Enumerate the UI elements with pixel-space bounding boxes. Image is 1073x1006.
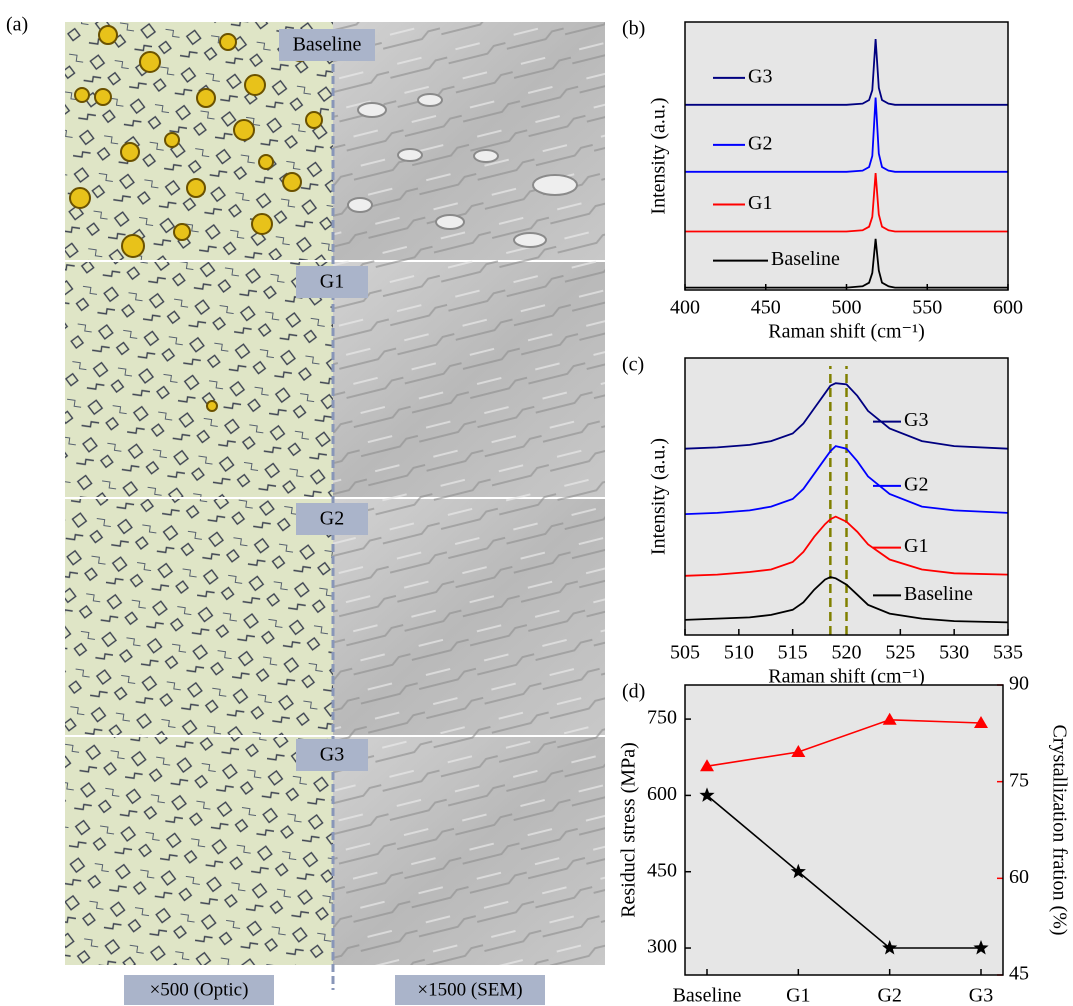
- x-tick-label: 500: [832, 297, 862, 319]
- panel-label: (b): [622, 18, 645, 40]
- optic-image: [65, 737, 333, 965]
- sem-texture: [333, 22, 605, 965]
- series-line: [706, 794, 981, 949]
- row-label: Baseline: [293, 34, 362, 56]
- x-tick-label: 510: [724, 642, 754, 664]
- x-tick-label: G3: [969, 985, 993, 1006]
- x-tick-label: 530: [939, 642, 969, 664]
- optic-image: [65, 262, 333, 497]
- x-tick-label: 550: [912, 297, 942, 319]
- y-tick-label: 750: [647, 707, 677, 729]
- marker-star: [790, 863, 806, 879]
- optic-image: [65, 499, 333, 735]
- marker-triangle: [700, 759, 714, 772]
- x-tick-label: Baseline: [673, 985, 742, 1006]
- label-box: [296, 739, 368, 771]
- marker-triangle: [974, 716, 988, 729]
- optic-image: [65, 22, 333, 260]
- plot-frame: [684, 21, 1009, 291]
- label-box: [296, 266, 368, 298]
- x-tick-label: 505: [670, 642, 700, 664]
- x-tick-label: G1: [786, 985, 810, 1006]
- label-box: [124, 975, 274, 1005]
- micrographs: (a) Baseline G1 G2 G3 ×500 (Optic) ×1500…: [6, 14, 605, 1005]
- x-tick-label: 535: [993, 642, 1023, 664]
- series-line: [685, 173, 1008, 233]
- x-axis-title: Raman shift (cm⁻¹): [768, 321, 925, 343]
- legend-label: G2: [904, 473, 928, 495]
- label-box: [279, 29, 375, 61]
- y2-tick-label: 75: [1009, 769, 1029, 791]
- marker-star: [973, 940, 989, 955]
- legend-label: G2: [748, 132, 772, 154]
- x-axis-title: Raman shift (cm⁻¹): [768, 666, 925, 688]
- y2-tick-label: 90: [1009, 673, 1029, 695]
- y2-axis-title: Crystallization fration (%): [1048, 724, 1070, 935]
- y-tick-label: 300: [647, 936, 677, 958]
- y-axis-title: Residucl stress (MPa): [618, 742, 640, 918]
- x-tick-label: 450: [751, 297, 781, 319]
- marker-triangle: [882, 712, 897, 725]
- caption: ×500 (Optic): [150, 979, 249, 1000]
- x-tick-label: 600: [993, 297, 1023, 319]
- panel-label: (d): [622, 681, 645, 703]
- x-tick-label: 515: [778, 642, 808, 664]
- row-label: G1: [320, 271, 344, 293]
- x-tick-label: 525: [885, 642, 915, 664]
- caption: ×1500 (SEM): [417, 979, 522, 1000]
- y-tick-label: 600: [647, 783, 677, 805]
- marker-triangle: [791, 745, 806, 758]
- series-line: [685, 39, 1008, 106]
- x-tick-label: 400: [670, 297, 700, 319]
- legend-label: Baseline: [904, 583, 973, 605]
- x-tick-label: 520: [832, 642, 862, 664]
- series-line: [684, 382, 1009, 450]
- row-label: G3: [320, 744, 344, 766]
- y-axis-title: Intensity (a.u.): [648, 438, 670, 555]
- label-box: [296, 503, 368, 535]
- row-label: G2: [320, 508, 344, 530]
- y2-tick-label: 45: [1009, 963, 1029, 985]
- series-line: [684, 445, 1009, 515]
- legend-label: Baseline: [771, 248, 840, 270]
- series-line: [685, 238, 1008, 289]
- plot-background: [685, 22, 1008, 290]
- x-tick-label: G2: [877, 985, 901, 1006]
- marker-star: [699, 787, 715, 802]
- sem-pits: [347, 93, 578, 248]
- legend-label: G1: [748, 192, 772, 214]
- plot-frame: [684, 684, 1004, 976]
- y2-tick-label: 60: [1009, 866, 1029, 888]
- plot-background: [685, 685, 1003, 975]
- series-line: [684, 576, 1009, 624]
- panel-label: (c): [622, 354, 644, 376]
- legend-label: G3: [748, 65, 772, 87]
- label-box: [395, 975, 545, 1005]
- y-axis-title: Intensity (a.u.): [648, 97, 670, 214]
- y-tick-label: 450: [647, 859, 677, 881]
- plot-frame: [684, 357, 1009, 636]
- panel-label: (a): [6, 14, 28, 36]
- series-line: [706, 718, 982, 767]
- series-line: [685, 97, 1008, 173]
- marker-star: [882, 940, 898, 955]
- series-line: [684, 515, 1009, 577]
- legend-label: G3: [904, 409, 928, 431]
- legend-label: G1: [904, 535, 928, 557]
